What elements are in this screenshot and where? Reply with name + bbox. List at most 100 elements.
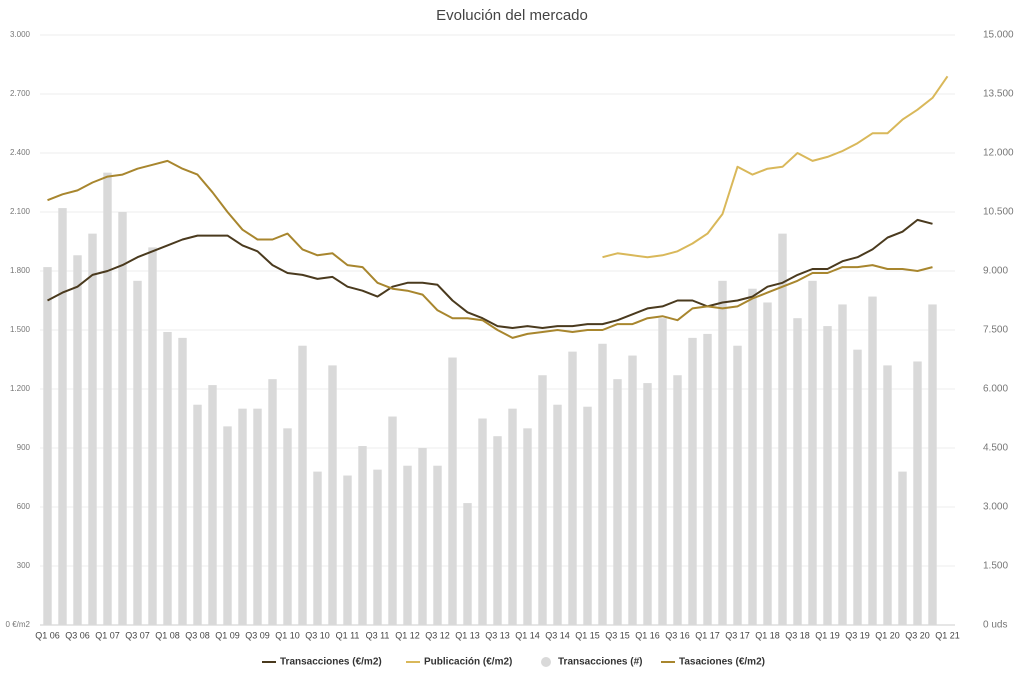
- bar: [313, 471, 322, 625]
- bar: [253, 408, 262, 625]
- y2-tick-label: 6.000: [983, 384, 1008, 395]
- bar: [823, 326, 832, 625]
- bar: [928, 304, 937, 625]
- bar: [748, 288, 757, 625]
- bar: [358, 446, 367, 625]
- x-tick-label: Q1 12: [395, 630, 420, 640]
- bar: [103, 172, 112, 625]
- x-tick-label: Q1 17: [695, 630, 720, 640]
- x-tick-label: Q1 07: [95, 630, 120, 640]
- bar: [598, 343, 607, 625]
- bar: [658, 318, 667, 625]
- x-tick-label: Q1 19: [815, 630, 840, 640]
- bar: [703, 333, 712, 625]
- bar: [463, 503, 472, 625]
- y2-tick-label: 15.000: [983, 30, 1014, 41]
- bar: [43, 267, 52, 625]
- bar: [868, 296, 877, 625]
- x-tick-label: Q1 08: [155, 630, 180, 640]
- bar: [898, 471, 907, 625]
- x-tick-label: Q1 11: [336, 630, 360, 640]
- x-tick-label: Q3 09: [245, 630, 270, 640]
- x-tick-label: Q3 14: [545, 630, 570, 640]
- x-tick-label: Q3 08: [185, 630, 210, 640]
- bar: [838, 304, 847, 625]
- y-tick-label: 2.700: [10, 89, 31, 98]
- x-tick-label: Q1 20: [875, 630, 900, 640]
- legend-label: Publicación (€/m2): [424, 657, 512, 668]
- x-tick-label: Q3 20: [905, 630, 930, 640]
- bar: [178, 337, 187, 625]
- bar: [883, 365, 892, 625]
- x-tick-label: Q1 06: [35, 630, 60, 640]
- y-tick-label: 900: [17, 443, 31, 452]
- x-tick-label: Q3 16: [665, 630, 690, 640]
- y-tick-label: 1.500: [10, 325, 31, 334]
- y2-tick-label: 7.500: [983, 325, 1008, 336]
- legend-label: Transacciones (€/m2): [280, 657, 382, 668]
- bar: [328, 365, 337, 625]
- bar: [763, 302, 772, 625]
- bar: [238, 408, 247, 625]
- x-tick-label: Q3 07: [125, 630, 150, 640]
- bar: [58, 208, 67, 626]
- bar: [433, 465, 442, 625]
- bar: [718, 280, 727, 625]
- x-tick-label: Q3 18: [785, 630, 810, 640]
- y-tick-label: 0 €/m2: [6, 620, 31, 629]
- chart-title: Evolución del mercado: [436, 7, 588, 24]
- bar: [628, 355, 637, 625]
- line: [602, 75, 949, 259]
- bar: [778, 233, 787, 625]
- bar: [418, 448, 427, 625]
- x-tick-label: Q3 12: [425, 630, 450, 640]
- bar: [538, 375, 547, 625]
- x-tick-label: Q3 15: [605, 630, 630, 640]
- x-tick-label: Q1 14: [515, 630, 540, 640]
- y2-tick-label: 12.000: [983, 148, 1014, 159]
- bar: [88, 233, 97, 625]
- bar: [613, 379, 622, 625]
- bar: [583, 406, 592, 625]
- x-tick-label: Q1 18: [755, 630, 780, 640]
- legend-marker: [541, 657, 551, 667]
- bar: [808, 280, 817, 625]
- bar: [148, 247, 157, 625]
- x-tick-label: Q3 17: [725, 630, 750, 640]
- x-tick-label: Q1 13: [455, 630, 480, 640]
- bar: [673, 375, 682, 625]
- bar: [283, 428, 292, 625]
- bar: [478, 418, 487, 625]
- line: [47, 218, 933, 329]
- y2-tick-label: 13.500: [983, 89, 1014, 100]
- bar: [913, 361, 922, 625]
- bar: [193, 404, 202, 625]
- legend-label: Tasaciones (€/m2): [679, 657, 765, 668]
- legend-label: Transacciones (#): [558, 657, 642, 668]
- y2-tick-label: 1.500: [983, 561, 1008, 572]
- bar: [508, 408, 517, 625]
- bar: [553, 404, 562, 625]
- x-tick-label: Q1 15: [575, 630, 600, 640]
- y-tick-label: 600: [17, 502, 31, 511]
- bar: [163, 331, 172, 625]
- y-tick-label: 2.100: [10, 207, 31, 216]
- bar: [373, 469, 382, 625]
- bar: [448, 357, 457, 625]
- x-tick-label: Q1 21: [935, 630, 960, 640]
- bar: [343, 475, 352, 625]
- bar: [268, 379, 277, 625]
- x-tick-label: Q3 10: [305, 630, 330, 640]
- bar: [688, 337, 697, 625]
- x-tick-label: Q1 10: [275, 630, 300, 640]
- y2-tick-label: 10.500: [983, 207, 1014, 218]
- y-tick-label: 1.800: [10, 266, 31, 275]
- bar: [793, 318, 802, 625]
- bar: [208, 385, 217, 625]
- y2-tick-label: 3.000: [983, 502, 1008, 513]
- bar: [403, 465, 412, 625]
- bar: [73, 255, 82, 625]
- x-tick-label: Q3 13: [485, 630, 510, 640]
- bar: [853, 349, 862, 625]
